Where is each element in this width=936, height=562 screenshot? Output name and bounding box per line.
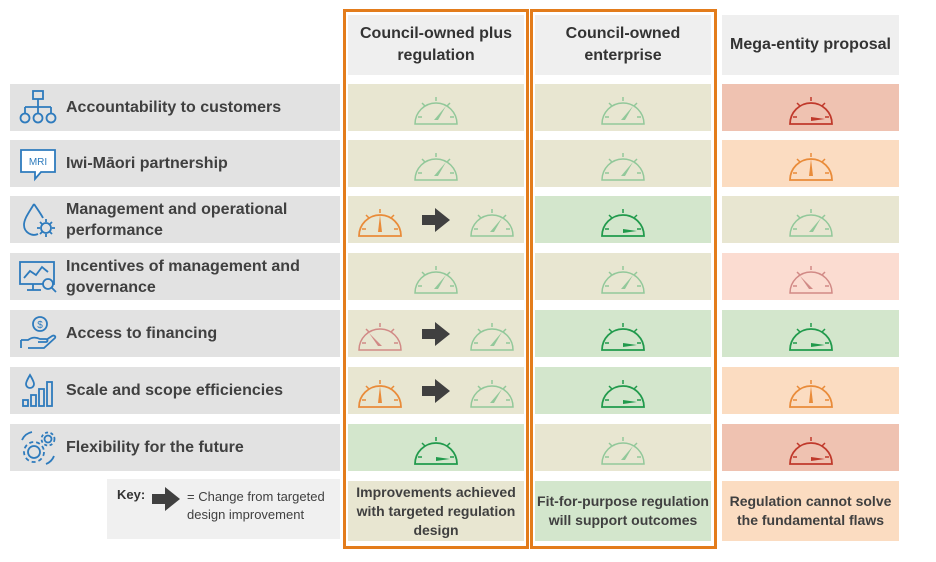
gauge-icon — [414, 152, 458, 181]
row-label-accountability: Accountability to customers — [10, 84, 340, 131]
row-label-incentives: Incentives of management and governance — [10, 253, 340, 300]
cell-r0-c2 — [535, 84, 711, 131]
gauge-icon — [358, 208, 403, 237]
gauge-icon — [788, 96, 833, 125]
row-label-flexibility: Flexibility for the future — [10, 424, 340, 471]
footer-col2: Fit-for-purpose regulation will support … — [535, 481, 711, 541]
row-label-text: Flexibility for the future — [66, 439, 244, 456]
gauge-icon — [788, 436, 833, 465]
org-chart-icon — [10, 84, 66, 131]
cell-r2-c1 — [348, 196, 524, 243]
gauge-icon — [414, 96, 458, 125]
row-label-text: Incentives of management and governance — [66, 257, 300, 296]
cell-r6-c2 — [535, 424, 711, 471]
gauge-icon — [788, 208, 833, 237]
cell-r3-c1 — [348, 253, 524, 300]
gauge-icon — [788, 322, 833, 351]
row-label-iwi-maori: MRI Iwi-Māori partnership — [10, 140, 340, 187]
cell-r6-c3 — [722, 424, 899, 471]
cell-r2-c2 — [535, 196, 711, 243]
gauge-icon — [601, 322, 645, 351]
row-label-text: Iwi-Māori partnership — [66, 155, 228, 172]
cell-r0-c1 — [348, 84, 524, 131]
arrow-right-icon — [421, 321, 450, 346]
cell-r1-c2 — [535, 140, 711, 187]
footer-col3: Regulation cannot solve the fundamental … — [722, 481, 899, 541]
cell-r5-c1 — [348, 367, 524, 414]
arrow-right-icon — [152, 487, 180, 511]
gauge-icon — [469, 322, 514, 351]
gauge-icon — [788, 152, 833, 181]
cell-r1-c1 — [348, 140, 524, 187]
gauge-icon — [601, 152, 645, 181]
cell-r4-c3 — [722, 310, 899, 357]
row-label-financing: $ Access to financing — [10, 310, 340, 357]
gauge-icon — [788, 265, 833, 294]
cell-r1-c3 — [722, 140, 899, 187]
monitor-analytics-icon — [10, 253, 66, 300]
gauge-icon — [414, 265, 458, 294]
gauge-icon — [469, 208, 514, 237]
cell-r4-c2 — [535, 310, 711, 357]
header-col-council-owned-plus-regulation: Council-owned plus regulation — [348, 15, 524, 75]
gauge-icon — [358, 322, 403, 351]
highlight-border-col1 — [343, 9, 529, 549]
cell-r5-c3 — [722, 367, 899, 414]
gauge-icon — [601, 379, 645, 408]
speech-bubble-icon: MRI — [10, 140, 66, 187]
row-label-text: Accountability to customers — [66, 99, 282, 116]
gauge-icon — [469, 379, 514, 408]
cell-r3-c2 — [535, 253, 711, 300]
key-description: = Change from targeted design improvemen… — [187, 489, 325, 522]
cell-r4-c1 — [348, 310, 524, 357]
row-label-text: Management and operational performance — [66, 200, 288, 239]
speech-bubble-text: MRI — [29, 157, 47, 168]
row-label-scale: Scale and scope efficiencies — [10, 367, 340, 414]
cell-r5-c2 — [535, 367, 711, 414]
arrow-right-icon — [421, 378, 450, 403]
footer-col1: Improvements achieved with targeted regu… — [348, 481, 524, 541]
arrow-right-icon — [421, 207, 450, 232]
gauge-icon — [601, 436, 645, 465]
gauge-icon — [601, 96, 645, 125]
gauge-icon — [788, 379, 833, 408]
gauge-icon — [601, 208, 645, 237]
row-label-management: Management and operational performance — [10, 196, 340, 243]
row-label-text: Scale and scope efficiencies — [66, 382, 283, 399]
cell-r3-c3 — [722, 253, 899, 300]
header-col-council-owned-enterprise: Council-owned enterprise — [535, 15, 711, 75]
cell-r2-c3 — [722, 196, 899, 243]
hand-coin-icon: $ — [10, 310, 66, 357]
cell-r6-c1 — [348, 424, 524, 471]
highlight-border-col2 — [530, 9, 717, 549]
gears-icon — [10, 424, 66, 471]
bar-chart-drop-icon — [10, 367, 66, 414]
cell-r0-c3 — [722, 84, 899, 131]
row-label-text: Access to financing — [66, 325, 218, 342]
svg-text:$: $ — [37, 320, 43, 331]
header-col-mega-entity-proposal: Mega-entity proposal — [722, 15, 899, 75]
gauge-icon — [358, 379, 403, 408]
key-legend: Key: = Change from targeted design impro… — [107, 479, 340, 539]
gauge-icon — [414, 436, 458, 465]
key-title: Key: — [117, 487, 146, 502]
water-gear-icon — [10, 196, 66, 243]
gauge-icon — [601, 265, 645, 294]
